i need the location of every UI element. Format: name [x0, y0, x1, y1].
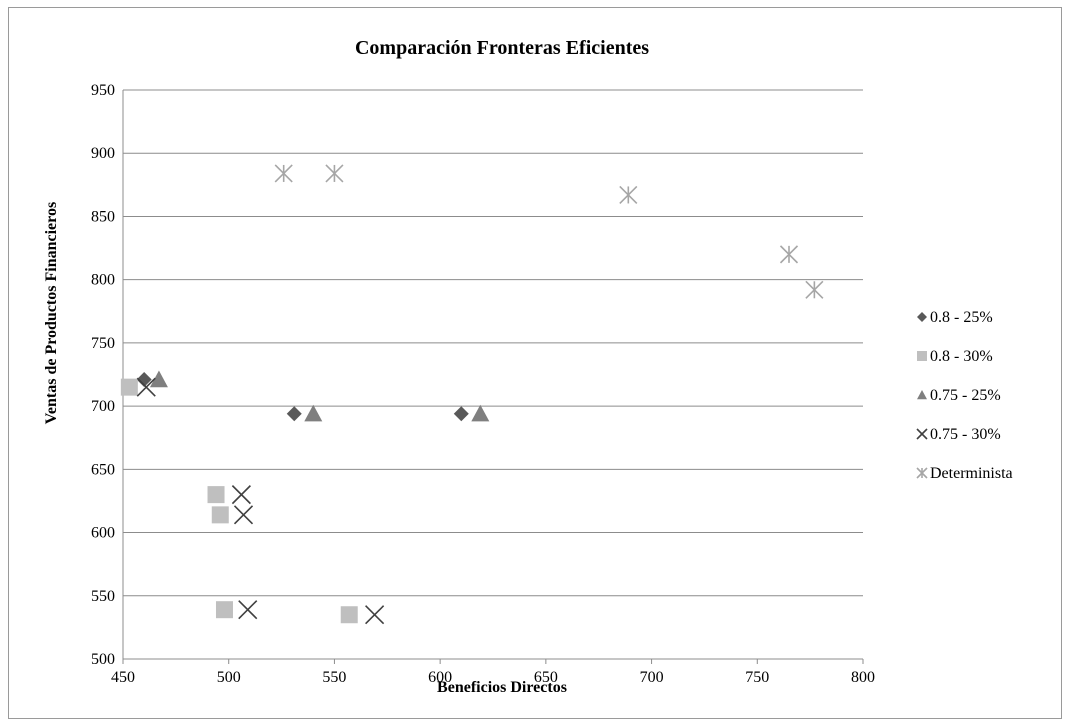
series-1	[120, 378, 358, 624]
point-s3-2	[233, 505, 254, 525]
point-s4-2	[619, 185, 638, 205]
point-s4-1	[325, 164, 344, 183]
y-tick-600: 600	[91, 525, 115, 542]
x-tick-500: 500	[217, 669, 241, 686]
legend-marker-4	[916, 467, 928, 479]
y-tick-700: 700	[91, 398, 115, 415]
x-tick-750: 750	[745, 669, 769, 686]
point-s2-0	[149, 370, 168, 388]
scatter-chart: Comparación Fronteras Eficientes 500 550 6…	[43, 37, 1013, 696]
y-tick-labels: 500 550 600 650 700 750 800 850 900 950	[91, 82, 115, 668]
legend-label-2: 0.75 - 25%	[930, 387, 1001, 404]
y-tick-900: 900	[91, 145, 115, 162]
point-s2-1	[304, 404, 323, 422]
point-s3-3	[238, 600, 258, 620]
y-tick-850: 850	[91, 208, 115, 225]
point-s3-1	[231, 485, 251, 505]
point-s1-2	[211, 506, 229, 524]
legend-marker-2	[917, 390, 927, 400]
legend-label-3: 0.75 - 30%	[930, 426, 1001, 443]
point-s3-0	[136, 377, 156, 397]
legend-marker-1	[917, 351, 927, 361]
y-tick-500: 500	[91, 651, 115, 668]
y-tick-650: 650	[91, 461, 115, 478]
x-tick-labels: 450 500 550 600 650 700 750 800	[111, 669, 875, 686]
legend-marker-3	[916, 428, 928, 440]
series-3	[136, 377, 385, 625]
x-tick-800: 800	[851, 669, 875, 686]
point-s0-1	[286, 406, 302, 422]
point-s0-0	[136, 372, 152, 388]
legend-label-0: 0.8 - 25%	[930, 309, 993, 326]
point-s1-1	[207, 486, 225, 504]
point-s0-2	[453, 406, 469, 422]
data-points	[120, 164, 824, 625]
series-0	[136, 372, 469, 422]
x-tick-600: 600	[428, 669, 452, 686]
point-s1-0	[120, 378, 138, 396]
series-4	[274, 164, 824, 299]
x-tick-450: 450	[111, 669, 135, 686]
x-axis-title: Beneficios Directos	[437, 679, 567, 696]
y-tick-550: 550	[91, 588, 115, 605]
chart-title: Comparación Fronteras Eficientes	[355, 37, 649, 59]
y-tick-800: 800	[91, 272, 115, 289]
point-s2-2	[471, 404, 490, 422]
point-s3-4	[365, 605, 385, 625]
series-2	[149, 370, 490, 422]
legend: 0.8 - 25% 0.8 - 30% 0.75 - 25% 0.75 - 30% De…	[916, 309, 1013, 482]
point-s1-4	[340, 606, 358, 624]
y-axis-title: Ventas de Productos Financieros	[43, 202, 60, 424]
grid-lines	[122, 89, 864, 664]
legend-label-1: 0.8 - 30%	[930, 348, 993, 365]
y-tick-950: 950	[91, 82, 115, 99]
point-s4-0	[274, 164, 293, 183]
x-tick-550: 550	[322, 669, 346, 686]
legend-marker-0	[917, 312, 927, 322]
point-s1-3	[215, 601, 233, 619]
chart-frame: Comparación Fronteras Eficientes 500 550 6…	[8, 7, 1062, 719]
y-tick-750: 750	[91, 335, 115, 352]
point-s4-4	[805, 280, 824, 299]
legend-label-4: Determinista	[930, 465, 1013, 482]
x-tick-650: 650	[534, 669, 558, 686]
x-tick-700: 700	[640, 669, 664, 686]
point-s4-3	[779, 245, 799, 264]
